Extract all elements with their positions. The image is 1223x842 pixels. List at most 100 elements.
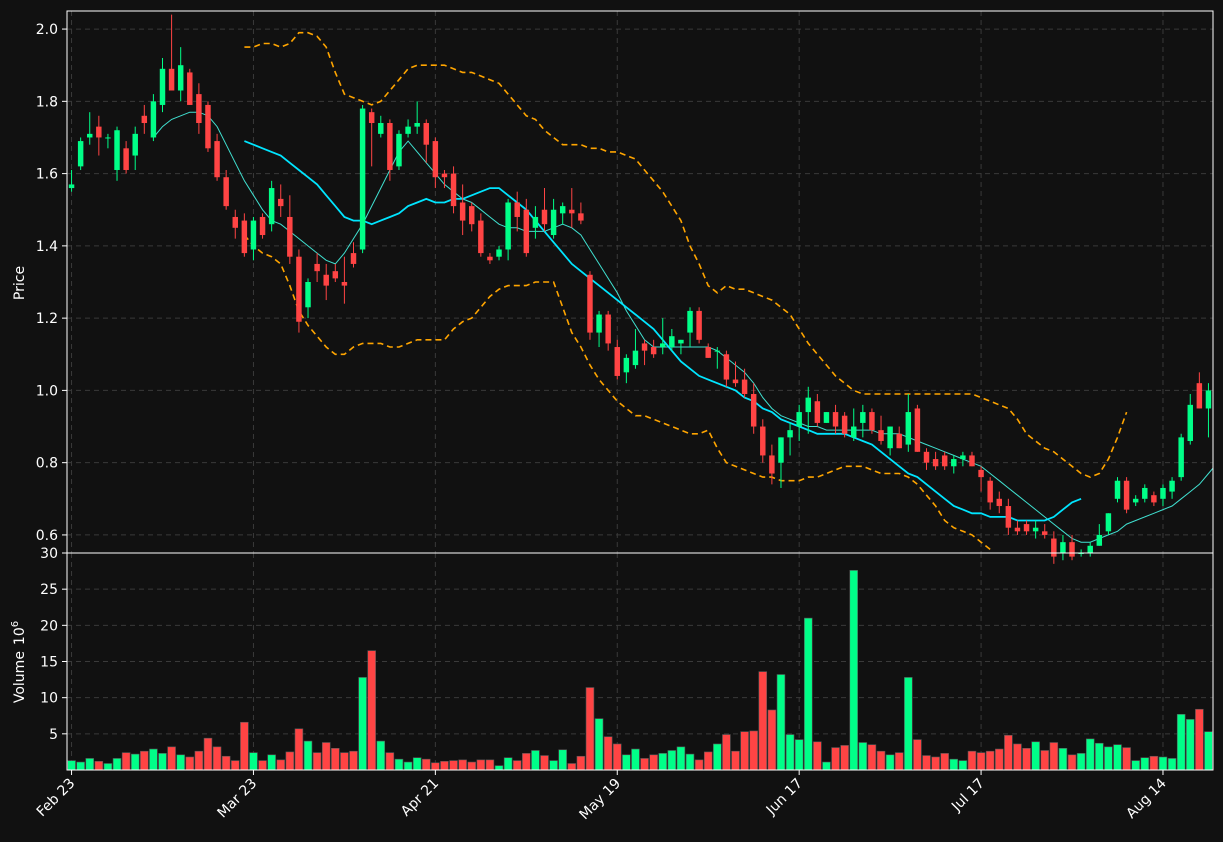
volume-tick-label: 25 <box>40 582 58 598</box>
volume-bar <box>931 756 940 771</box>
candle-body <box>177 65 184 91</box>
candle-body <box>669 336 675 348</box>
candle-body <box>141 115 148 124</box>
volume-bar <box>640 758 649 771</box>
candle-body <box>678 339 684 344</box>
candle-body <box>405 126 411 134</box>
candle-body <box>378 123 384 134</box>
volume-bar <box>594 718 604 771</box>
candle-body <box>578 213 584 221</box>
volume-bar <box>976 752 986 771</box>
volume-bar <box>1049 742 1059 771</box>
volume-bar <box>967 750 977 771</box>
volume-bar <box>1204 731 1213 771</box>
candle-body <box>559 206 566 214</box>
volume-bar <box>85 758 94 771</box>
volume-bar <box>130 753 140 771</box>
volume-bar <box>312 752 322 771</box>
volume-bar <box>403 761 413 771</box>
candle-body <box>1178 437 1184 478</box>
candle-body <box>523 209 530 254</box>
candle-body <box>168 68 175 91</box>
candle-body <box>660 343 666 348</box>
volume-bar <box>449 760 458 771</box>
volume-bar <box>722 734 731 771</box>
candle-body <box>205 104 211 149</box>
volume-bar <box>1040 750 1049 771</box>
volume-bar <box>703 751 713 771</box>
volume-bar <box>149 748 158 771</box>
volume-bar <box>676 746 686 771</box>
candle-body <box>241 220 248 254</box>
volume-bar <box>376 740 386 771</box>
candle-body <box>687 310 693 333</box>
candle-body <box>487 256 493 261</box>
volume-bar <box>203 737 213 771</box>
candle-body <box>796 412 802 427</box>
candle-body <box>314 263 320 272</box>
candle-body <box>469 206 475 225</box>
candle-body <box>787 430 793 438</box>
volume-bar <box>740 731 749 771</box>
candle-body <box>159 68 166 105</box>
volume-bar <box>894 752 904 771</box>
volume-bar <box>467 761 476 771</box>
volume-bar <box>940 753 949 771</box>
volume-bar <box>1004 734 1013 771</box>
price-tick-label: 1.6 <box>36 167 58 183</box>
candle-body <box>741 379 748 395</box>
volume-bar <box>367 650 376 771</box>
candle-body <box>869 412 875 431</box>
volume-bar <box>394 758 404 771</box>
volume-bar <box>1176 714 1186 771</box>
candle-body <box>187 72 193 105</box>
candle-body <box>450 173 457 207</box>
candle-body <box>1196 383 1203 409</box>
volume-bar <box>294 728 304 771</box>
volume-bar <box>185 756 195 771</box>
candle-body <box>350 253 357 264</box>
price-tick-label: 1.8 <box>36 94 58 110</box>
candle-body <box>887 426 893 449</box>
volume-tick-label: 10 <box>40 691 58 707</box>
band-upper-line <box>244 31 1128 478</box>
volume-bar <box>1031 741 1040 771</box>
volume-tick-label: 20 <box>40 618 58 634</box>
volume-bar <box>613 743 622 771</box>
price-tick-label: 1.4 <box>36 239 58 255</box>
candle-body <box>250 220 257 250</box>
candle-body <box>1151 495 1157 503</box>
volume-bar <box>867 744 877 771</box>
candle-body <box>496 249 502 257</box>
volume-bar <box>512 760 522 771</box>
candle-body <box>1187 404 1193 441</box>
candle-body <box>614 347 620 376</box>
volume-bar <box>140 750 149 771</box>
volume-bar <box>667 750 677 771</box>
candle-body <box>432 141 439 178</box>
volume-bar <box>1022 747 1031 771</box>
candle-body <box>641 343 648 351</box>
volume-bar <box>1058 747 1068 771</box>
volume-axis-label-text: Volume <box>12 651 28 703</box>
volume-bar <box>1158 756 1168 771</box>
volume-bar <box>267 754 276 771</box>
volume-bar <box>331 747 340 771</box>
candle-body <box>305 282 311 308</box>
candle-body <box>1032 527 1039 532</box>
volume-bar <box>431 762 440 771</box>
volume-bar <box>985 750 995 771</box>
volume-bars <box>67 570 1213 771</box>
candle-body <box>341 282 348 286</box>
volume-bar <box>1067 754 1077 771</box>
candle-body <box>278 198 284 207</box>
candle-body <box>1069 542 1075 557</box>
candle-body <box>1023 524 1030 532</box>
volume-bar <box>385 752 395 771</box>
volume-bar <box>794 739 804 771</box>
candle-body <box>232 216 238 228</box>
candle-body <box>778 437 784 463</box>
volume-axis-exponent-power: 6 <box>10 621 21 627</box>
candle-body <box>969 455 975 467</box>
candle-body <box>996 498 1002 507</box>
